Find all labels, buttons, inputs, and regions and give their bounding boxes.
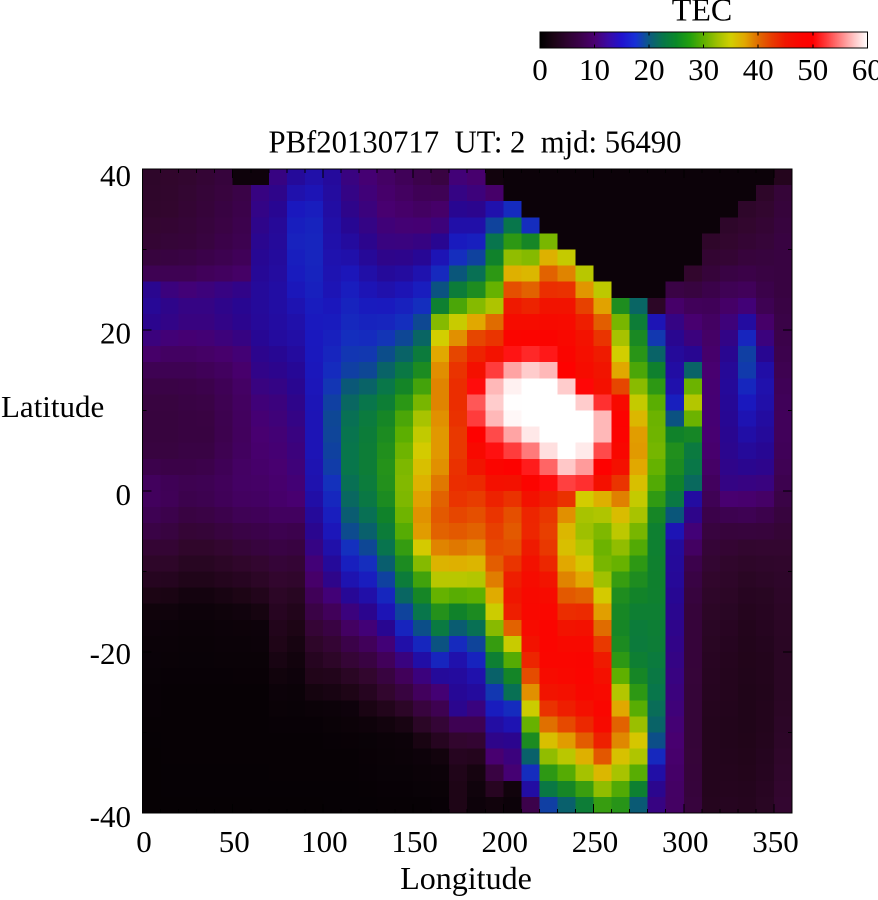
svg-text:50: 50 — [219, 824, 250, 859]
svg-text:Latitude: Latitude — [1, 389, 104, 424]
svg-text:50: 50 — [797, 52, 828, 87]
svg-text:0: 0 — [116, 477, 132, 512]
svg-text:20: 20 — [100, 316, 131, 351]
svg-text:10: 10 — [579, 52, 610, 87]
svg-text:PBf20130717 UT: 2 mjd: 56490: PBf20130717 UT: 2 mjd: 56490 — [269, 124, 682, 160]
svg-text:60: 60 — [852, 52, 878, 87]
svg-text:30: 30 — [688, 52, 719, 87]
svg-text:350: 350 — [752, 824, 799, 859]
svg-text:250: 250 — [572, 824, 619, 859]
svg-text:TEC: TEC — [672, 0, 732, 28]
svg-text:-40: -40 — [90, 799, 131, 834]
svg-text:300: 300 — [662, 824, 709, 859]
svg-text:40: 40 — [743, 52, 774, 87]
svg-text:100: 100 — [301, 824, 348, 859]
svg-text:0: 0 — [532, 52, 548, 87]
svg-text:-20: -20 — [90, 636, 131, 671]
svg-text:200: 200 — [482, 824, 529, 859]
svg-text:0: 0 — [136, 824, 152, 859]
svg-text:Longitude: Longitude — [400, 860, 532, 896]
svg-text:150: 150 — [391, 824, 438, 859]
svg-text:20: 20 — [634, 52, 665, 87]
svg-text:40: 40 — [100, 158, 131, 193]
